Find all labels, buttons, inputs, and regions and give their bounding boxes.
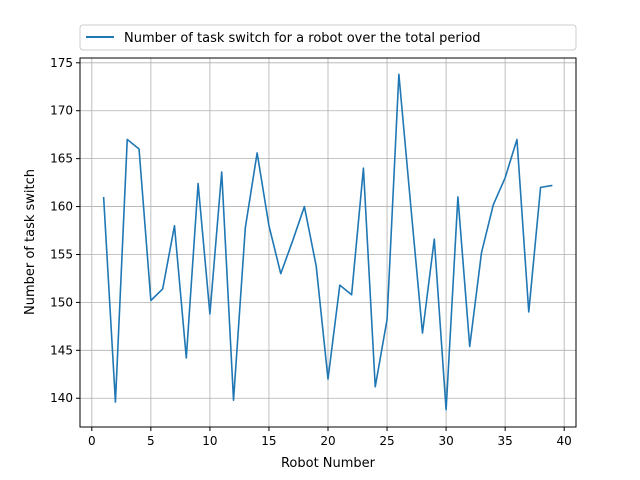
x-tick-label: 15 — [261, 434, 276, 448]
y-tick-label: 145 — [50, 343, 73, 357]
series-group — [102, 73, 553, 411]
y-tick-label: 155 — [50, 247, 73, 261]
x-axis-ticks: 0 5 10 15 20 25 30 35 40 — [88, 427, 572, 448]
y-tick-label: 165 — [50, 152, 73, 166]
x-tick-label: 40 — [557, 434, 572, 448]
series-line — [102, 73, 553, 411]
x-tick-label: 25 — [379, 434, 394, 448]
legend-box — [79, 24, 577, 51]
y-axis-ticks: 140 145 150 155 160 165 170 175 — [50, 56, 80, 405]
y-tick-label: 160 — [50, 200, 73, 214]
x-tick-label: 30 — [438, 434, 453, 448]
legend: Number of task switch for a robot over t… — [79, 24, 577, 51]
legend-label: Number of task switch for a robot over t… — [124, 31, 481, 46]
y-axis-label: Number of task switch — [23, 169, 38, 315]
y-tick-label: 140 — [50, 391, 73, 405]
x-tick-label: 35 — [498, 434, 513, 448]
x-tick-label: 0 — [88, 434, 96, 448]
x-axis-label: Robot Number — [281, 456, 376, 471]
x-tick-label: 10 — [202, 434, 217, 448]
y-tick-label: 150 — [50, 295, 73, 309]
x-tick-label: 5 — [147, 434, 155, 448]
y-tick-label: 175 — [50, 56, 73, 70]
y-tick-label: 170 — [50, 104, 73, 118]
x-tick-label: 20 — [320, 434, 335, 448]
